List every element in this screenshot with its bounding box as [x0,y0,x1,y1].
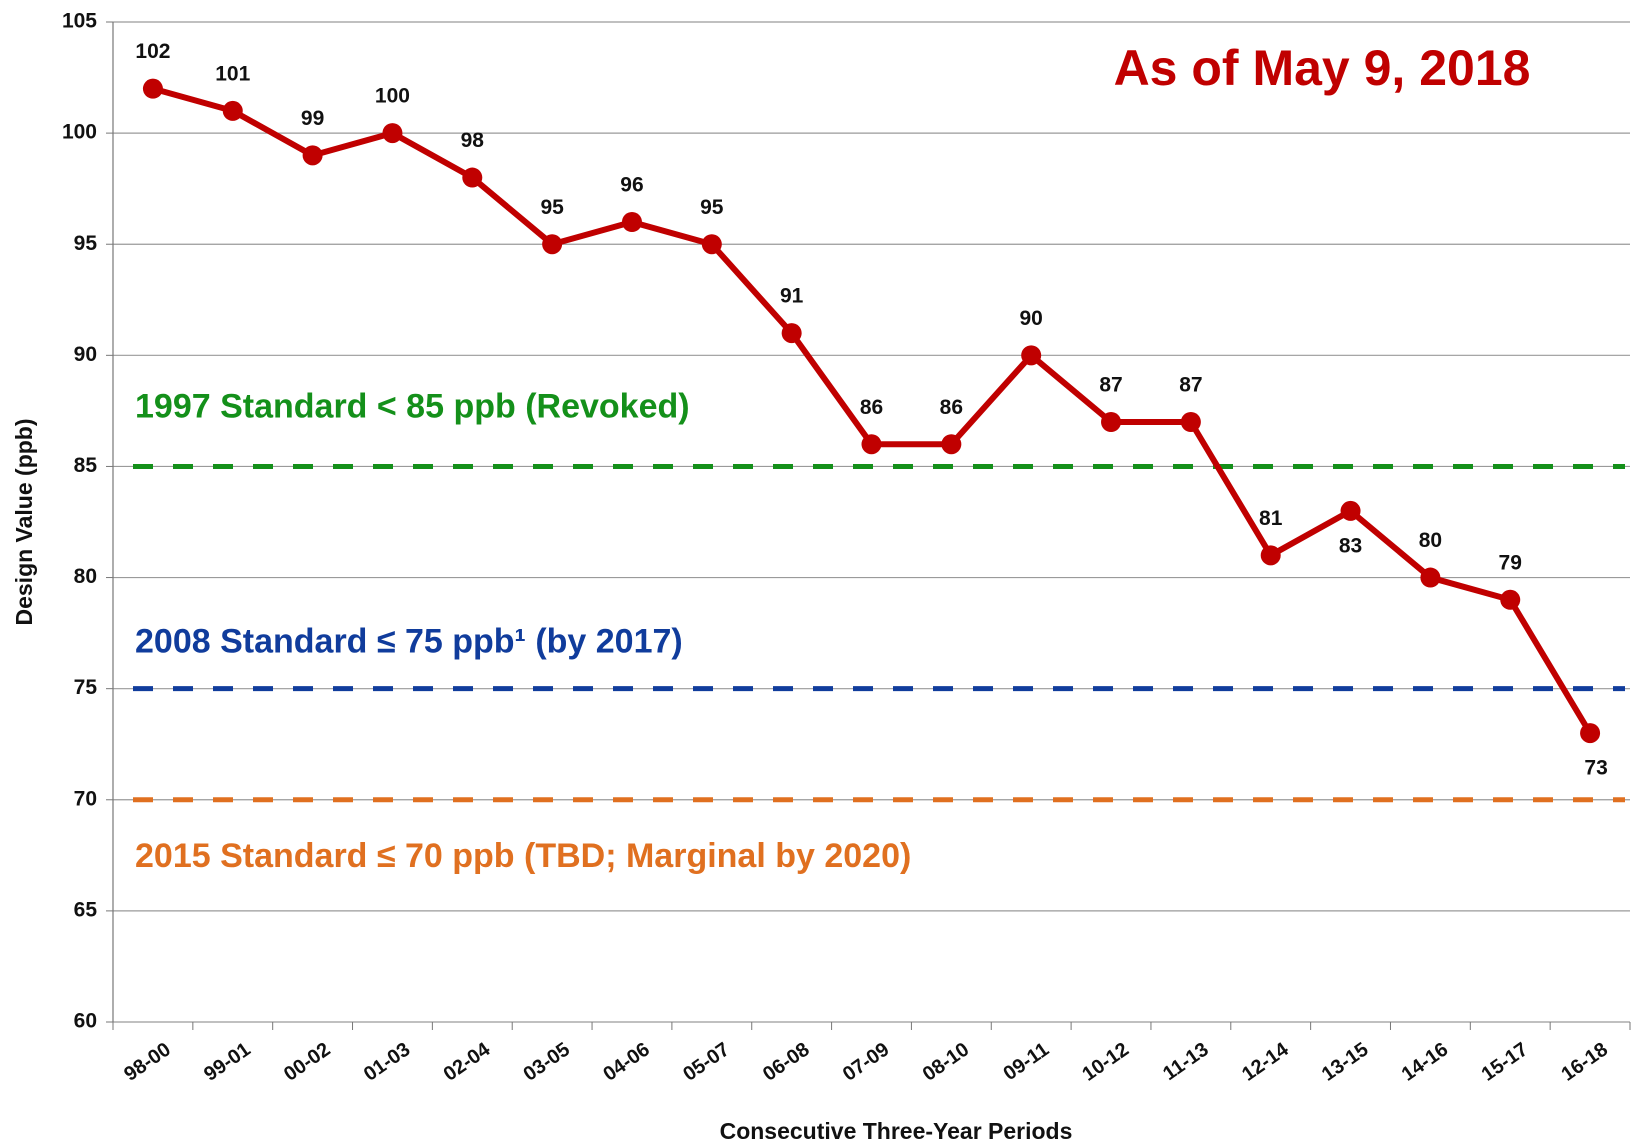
data-point [1021,345,1042,366]
y-tick-label: 100 [62,121,97,144]
data-point [941,434,962,455]
data-point [861,434,882,455]
reference-label: 1997 Standard < 85 ppb (Revoked) [135,387,690,425]
y-tick-label: 70 [74,787,97,810]
data-label: 73 [1584,757,1607,780]
data-label: 96 [620,174,643,197]
x-axis-title: Consecutive Three-Year Periods [720,1118,1073,1144]
reference-label: 2015 Standard ≤ 70 ppb (TBD; Marginal by… [135,837,911,875]
data-point [1500,589,1521,610]
x-tick-label: 06-08 [759,1038,814,1085]
y-tick-label: 75 [74,676,98,699]
x-tick-label: 08-10 [919,1038,974,1085]
data-label: 79 [1499,551,1522,574]
data-label: 86 [860,396,883,419]
data-point [781,323,802,344]
x-tick-label: 10-12 [1078,1038,1133,1085]
data-point [222,100,243,121]
y-tick-label: 105 [62,10,97,33]
x-tick-label: 13-15 [1318,1038,1373,1085]
x-tick-label: 02-04 [440,1038,495,1086]
data-label: 98 [461,129,485,152]
data-label: 101 [215,62,250,85]
data-point [1101,412,1122,432]
reference-label: 2008 Standard ≤ 75 ppb¹ (by 2017) [135,623,683,661]
data-point [302,145,323,166]
data-point [701,234,722,255]
data-point [1420,567,1441,588]
data-label: 81 [1259,507,1283,530]
data-point [142,78,163,99]
data-label: 102 [135,40,170,63]
data-label: 87 [1179,374,1202,397]
data-point [621,212,642,232]
y-axis-title: Design Value (ppb) [11,418,37,625]
x-tick-label: 16-18 [1557,1038,1612,1085]
x-tick-label: 04-06 [599,1038,654,1085]
data-label: 80 [1419,529,1442,552]
data-point [1260,545,1281,566]
data-point [1180,412,1201,432]
x-tick-label: 11-13 [1159,1038,1213,1085]
data-label: 90 [1020,307,1043,330]
x-tick-label: 14-16 [1398,1038,1453,1085]
data-label: 99 [301,107,324,130]
x-tick-label: 05-07 [679,1038,734,1085]
x-tick-label: 03-05 [520,1038,575,1085]
data-label: 91 [780,285,804,308]
y-tick-label: 80 [74,565,97,588]
data-label: 95 [700,196,724,219]
y-tick-label: 95 [74,232,98,255]
x-tick-label: 99-01 [200,1038,255,1085]
x-tick-label: 07-09 [839,1038,894,1085]
x-tick-label: 12-14 [1238,1038,1293,1086]
x-tick-label: 09-11 [999,1038,1053,1085]
data-point [1580,723,1601,744]
data-point [1340,500,1361,521]
data-label: 100 [375,85,410,108]
data-label: 95 [540,196,564,219]
data-point [542,234,563,255]
data-label: 83 [1339,534,1362,557]
data-label: 87 [1099,374,1122,397]
x-tick-label: 00-02 [280,1038,335,1085]
data-label: 86 [940,396,963,419]
y-tick-label: 85 [74,454,98,477]
y-tick-label: 90 [74,343,97,366]
y-tick-label: 65 [74,898,98,921]
x-tick-label: 01-03 [360,1038,415,1085]
data-point [382,123,403,144]
annotation: As of May 9, 2018 [1114,40,1531,96]
x-tick-label: 15-17 [1478,1038,1533,1085]
data-point [462,167,483,188]
x-tick-label: 98-00 [120,1038,175,1085]
y-tick-label: 60 [74,1010,97,1033]
